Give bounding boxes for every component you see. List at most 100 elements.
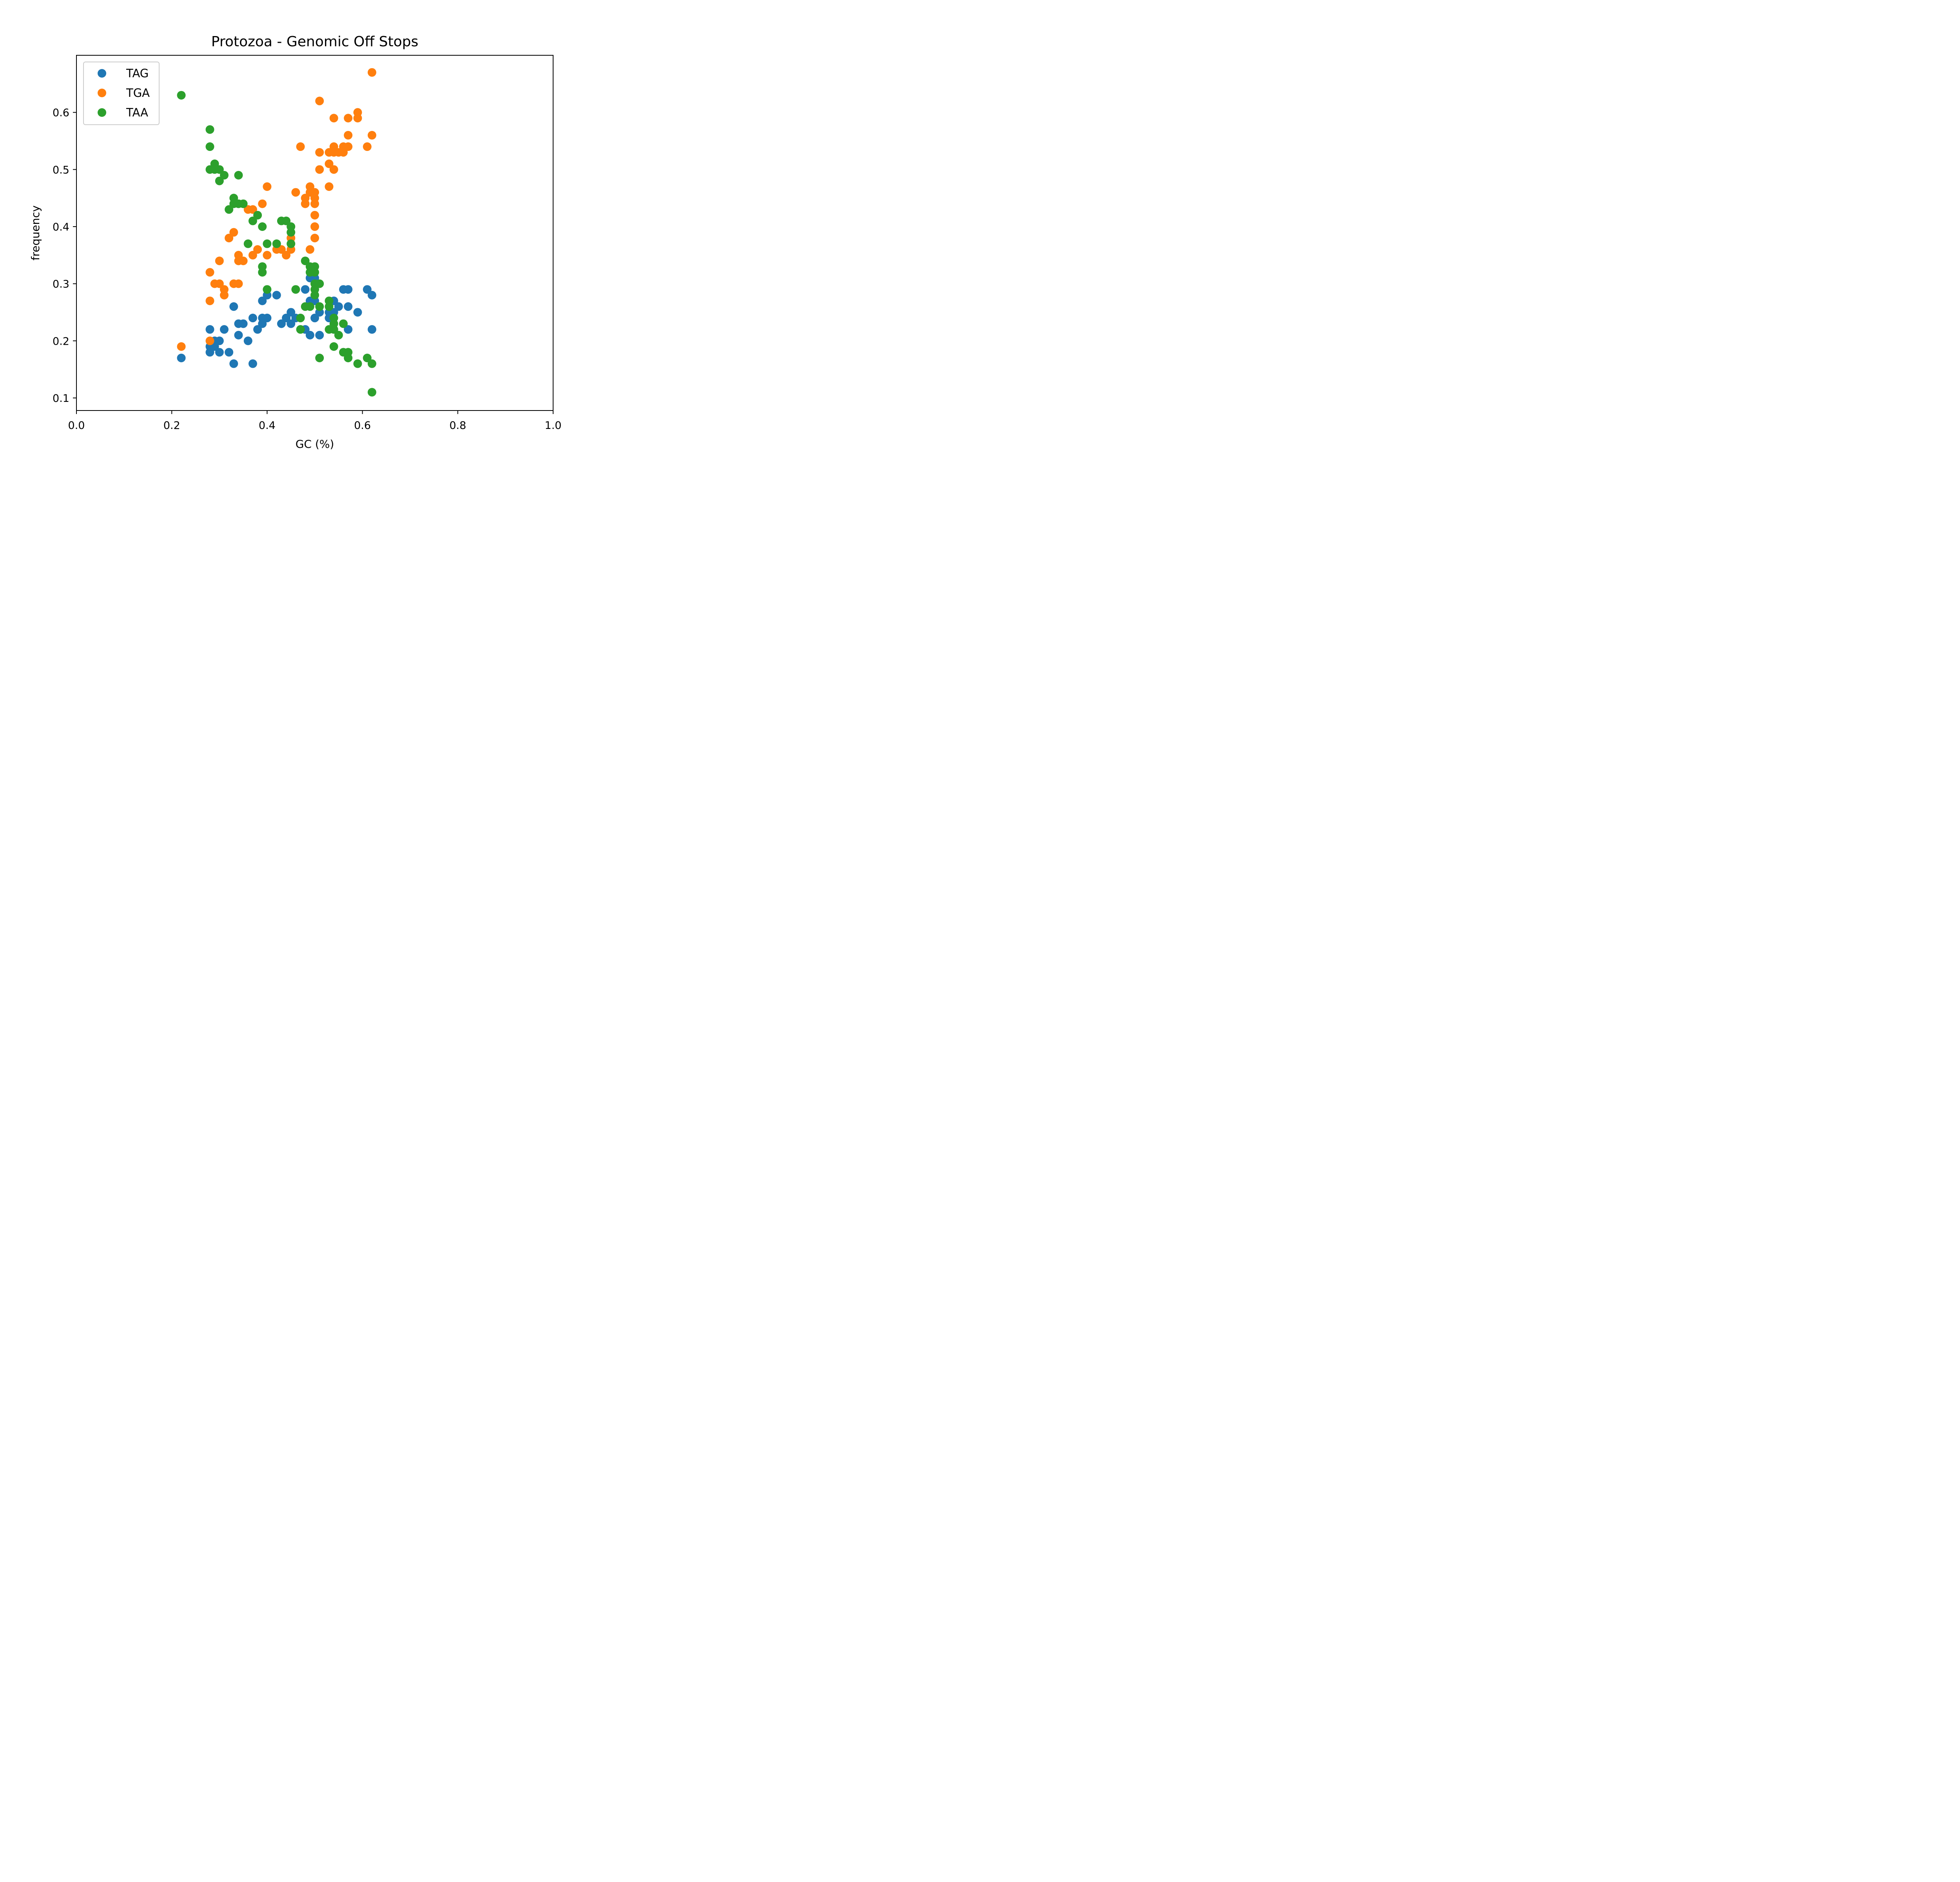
point-taa-6 (215, 165, 224, 174)
point-tga-20 (258, 199, 267, 208)
point-taa-44 (315, 353, 324, 362)
point-tag-25 (277, 319, 286, 328)
point-tga-46 (325, 182, 334, 191)
point-tag-15 (243, 336, 252, 345)
point-tag-51 (363, 285, 372, 294)
y-tick-label: 0.1 (53, 392, 69, 405)
point-tag-52 (367, 291, 376, 300)
point-tga-42 (315, 148, 324, 157)
point-taa-18 (258, 222, 267, 231)
point-tga-9 (225, 234, 234, 243)
point-taa-56 (344, 353, 353, 362)
point-tag-50 (353, 308, 362, 317)
point-taa-32 (301, 256, 310, 265)
y-tick-label: 0.3 (53, 278, 69, 291)
point-tga-10 (229, 228, 238, 237)
point-taa-14 (239, 199, 248, 208)
point-taa-59 (367, 359, 376, 368)
point-tga-5 (215, 256, 224, 265)
point-tag-21 (258, 319, 267, 328)
point-taa-60 (367, 388, 376, 397)
point-tag-10 (229, 302, 238, 311)
point-tga-53 (339, 148, 348, 157)
point-taa-38 (310, 268, 319, 277)
point-tag-17 (248, 359, 257, 368)
point-tag-14 (239, 319, 248, 328)
point-tag-26 (282, 314, 291, 323)
point-tag-23 (263, 314, 272, 323)
plot-frame (76, 55, 554, 411)
chart-title: Protozoa - Genomic Off Stops (211, 34, 419, 50)
point-taa-2 (205, 142, 214, 151)
point-tga-28 (291, 188, 300, 197)
point-taa-43 (315, 302, 324, 311)
y-axis-ticks: 0.1 0.2 0.3 0.4 0.5 0.6 (53, 107, 76, 405)
point-tga-40 (310, 234, 319, 243)
point-tag-48 (344, 302, 353, 311)
x-axis-ticks: 0.0 0.2 0.4 0.6 0.8 1.0 (68, 411, 562, 432)
point-tag-27 (287, 308, 296, 317)
point-tag-8 (220, 325, 229, 334)
point-taa-58 (363, 353, 372, 362)
series-tag (177, 274, 376, 368)
point-tag-45 (334, 302, 343, 311)
point-taa-9 (225, 205, 234, 214)
point-tag-6 (215, 336, 224, 345)
x-tick-label: 0.4 (259, 420, 276, 432)
legend-label-tag: TAG (126, 67, 149, 80)
y-tick-label: 0.6 (53, 107, 69, 119)
y-tick-label: 0.5 (53, 164, 69, 176)
point-tag-16 (248, 314, 257, 323)
point-tga-3 (205, 336, 214, 345)
point-tga-24 (277, 245, 286, 254)
point-tga-29 (296, 142, 305, 151)
point-tga-58 (353, 114, 362, 123)
point-taa-29 (291, 285, 300, 294)
y-tick-label: 0.2 (53, 335, 69, 347)
x-tick-label: 0.2 (163, 420, 180, 432)
point-tga-1 (205, 268, 214, 277)
point-tga-39 (310, 222, 319, 231)
point-tga-17 (248, 205, 257, 214)
point-taa-51 (329, 342, 338, 351)
point-tga-2 (205, 296, 214, 305)
point-tag-18 (253, 325, 262, 334)
y-axis-label: frequency (29, 205, 42, 260)
point-taa-7 (215, 176, 224, 185)
point-taa-42 (315, 279, 324, 288)
point-tag-28 (287, 319, 296, 328)
point-taa-52 (334, 331, 343, 340)
point-tag-3 (205, 348, 214, 357)
point-tga-43 (315, 165, 324, 174)
point-taa-8 (220, 171, 229, 180)
point-tga-37 (310, 199, 319, 208)
point-tga-8 (220, 291, 229, 300)
point-taa-12 (234, 171, 243, 180)
point-taa-17 (253, 211, 262, 220)
point-tga-38 (310, 211, 319, 220)
point-tga-60 (367, 68, 376, 77)
point-taa-50 (329, 325, 338, 334)
point-taa-30 (296, 314, 305, 323)
x-tick-label: 1.0 (545, 420, 562, 432)
point-tga-47 (329, 114, 338, 123)
legend: TAG TGA TAA (83, 62, 160, 125)
point-tga-19 (253, 245, 262, 254)
point-tga-41 (315, 96, 324, 105)
point-tag-13 (234, 331, 243, 340)
point-taa-20 (258, 268, 267, 277)
point-tga-55 (344, 131, 353, 140)
point-tga-14 (234, 279, 243, 288)
point-tag-37 (310, 314, 319, 323)
point-taa-25 (282, 216, 291, 225)
point-taa-41 (310, 291, 319, 300)
point-taa-15 (243, 239, 252, 248)
point-taa-53 (339, 319, 348, 328)
point-tag-5 (210, 342, 219, 351)
point-tag-0 (177, 353, 186, 362)
point-taa-21 (263, 239, 272, 248)
point-tga-6 (215, 279, 224, 288)
point-taa-36 (305, 302, 314, 311)
point-taa-46 (325, 302, 334, 311)
legend-marker-tag (98, 69, 106, 78)
